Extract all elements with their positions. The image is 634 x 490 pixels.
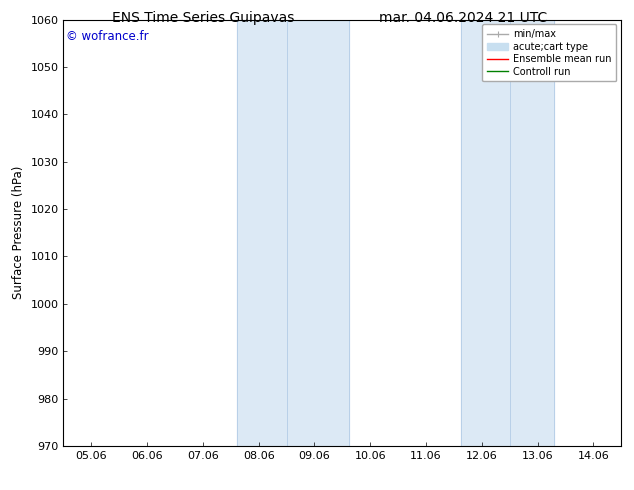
Y-axis label: Surface Pressure (hPa): Surface Pressure (hPa)	[12, 166, 25, 299]
Text: mar. 04.06.2024 21 UTC: mar. 04.06.2024 21 UTC	[378, 11, 547, 25]
Bar	[461, 20, 510, 446]
Text: ENS Time Series Guipavas: ENS Time Series Guipavas	[112, 11, 294, 25]
Bar	[287, 20, 349, 446]
Text: © wofrance.fr: © wofrance.fr	[66, 30, 149, 43]
Bar	[238, 20, 287, 446]
Legend: min/max, acute;cart type, Ensemble mean run, Controll run: min/max, acute;cart type, Ensemble mean …	[482, 24, 616, 81]
Bar	[510, 20, 554, 446]
